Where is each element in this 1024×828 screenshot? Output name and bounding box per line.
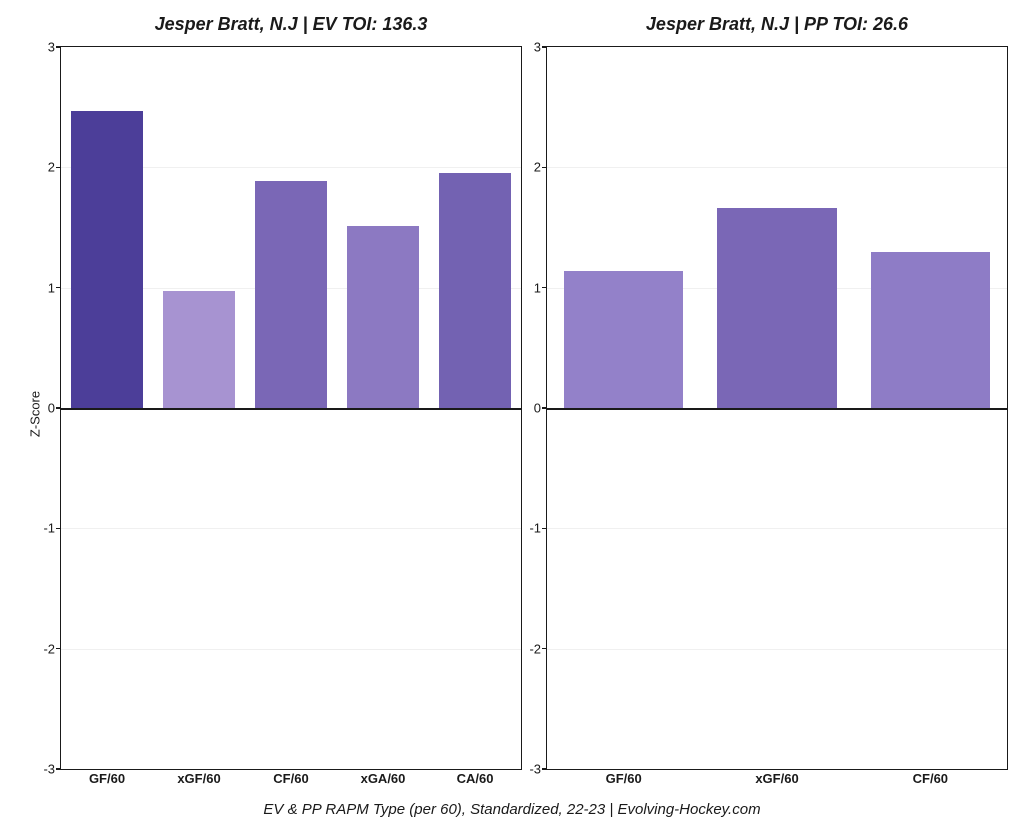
plot-frame: -3-2-10123GF/60xGF/60CF/60xGA/60CA/60 [60, 46, 522, 770]
y-tick-label: 3 [511, 40, 541, 55]
panel-title: Jesper Bratt, N.J | PP TOI: 26.6 [546, 14, 1008, 40]
y-ticks: -3-2-10123 [511, 47, 541, 769]
bar [255, 181, 327, 408]
panel-title: Jesper Bratt, N.J | EV TOI: 136.3 [60, 14, 522, 40]
bars-group [61, 47, 521, 769]
bars-group [547, 47, 1007, 769]
chart-panel: Jesper Bratt, N.J | EV TOI: 136.3 -3-2-10… [60, 14, 522, 770]
x-tick-label: GF/60 [606, 771, 642, 786]
x-tick-label: xGF/60 [755, 771, 798, 786]
chart-container: Z-Score Jesper Bratt, N.J | EV TOI: 136.… [0, 0, 1024, 828]
x-labels: GF/60 xGF/60 CF/60 xGA/60 CA/60 [61, 771, 521, 791]
y-tick-label: 0 [25, 401, 55, 416]
bar [717, 208, 837, 408]
x-tick-label: CF/60 [273, 771, 308, 786]
y-tick-label: 2 [511, 160, 541, 175]
y-tick-label: -3 [25, 762, 55, 777]
y-tick-label: 3 [25, 40, 55, 55]
panels-wrapper: Jesper Bratt, N.J | EV TOI: 136.3 -3-2-10… [60, 14, 1008, 770]
x-labels: GF/60 xGF/60 CF/60 [547, 771, 1007, 791]
y-tick-label: 1 [25, 280, 55, 295]
y-tick-label: -1 [25, 521, 55, 536]
bar [564, 271, 684, 408]
x-tick-label: xGA/60 [361, 771, 406, 786]
plot-frame: -3-2-10123GF/60xGF/60CF/60 [546, 46, 1008, 770]
y-tick-label: 0 [511, 401, 541, 416]
bar [439, 173, 511, 408]
y-ticks: -3-2-10123 [25, 47, 55, 769]
chart-footer: EV & PP RAPM Type (per 60), Standardized… [0, 801, 1024, 818]
bar [163, 291, 235, 408]
y-tick-label: -2 [25, 641, 55, 656]
y-tick-label: 1 [511, 280, 541, 295]
x-tick-label: xGF/60 [177, 771, 220, 786]
bar [347, 226, 419, 408]
y-tick-label: -3 [511, 762, 541, 777]
bar [71, 111, 143, 408]
x-tick-label: CA/60 [457, 771, 494, 786]
y-tick-label: 2 [25, 160, 55, 175]
x-tick-label: CF/60 [913, 771, 948, 786]
bar [871, 252, 991, 408]
x-tick-label: GF/60 [89, 771, 125, 786]
y-tick-label: -1 [511, 521, 541, 536]
y-tick-label: -2 [511, 641, 541, 656]
chart-panel: Jesper Bratt, N.J | PP TOI: 26.6 -3-2-101… [546, 14, 1008, 770]
